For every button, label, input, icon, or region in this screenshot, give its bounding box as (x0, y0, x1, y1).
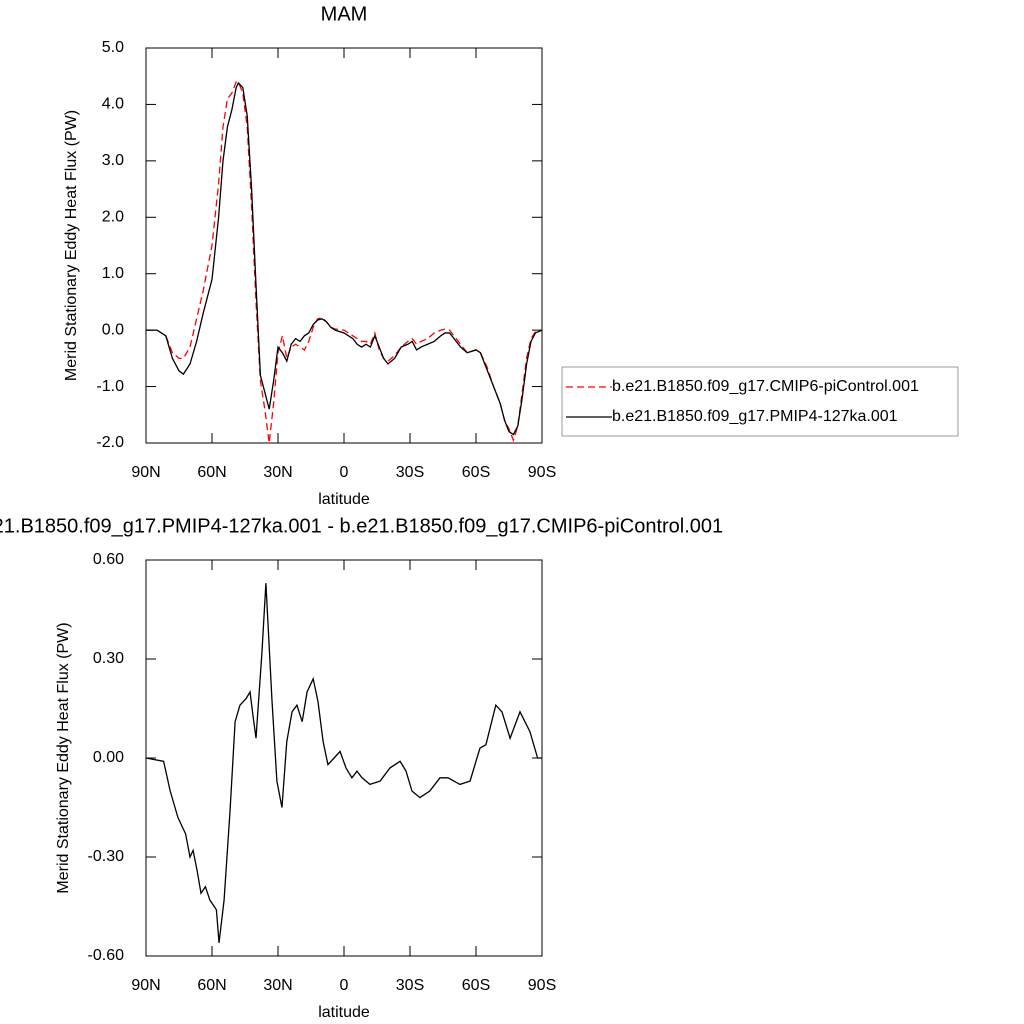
x-tick-label: 30N (263, 464, 292, 481)
plot-frame (145, 47, 543, 444)
y-tick-label: -1.0 (96, 378, 124, 395)
x-tick-label: 0 (340, 464, 349, 481)
data-line (145, 583, 542, 943)
y-tick-label: 1.0 (102, 265, 124, 282)
y-tick-label: 2.0 (102, 209, 124, 226)
y-axis-label: Merid Stationary Eddy Heat Flux (PW) (63, 110, 80, 381)
y-tick-label: -2.0 (96, 434, 124, 451)
x-tick-label: 30N (263, 977, 292, 994)
x-axis-label: latitude (318, 1004, 370, 1021)
x-tick-label: 60N (197, 977, 226, 994)
plot-frame (145, 559, 543, 957)
x-tick-label: 60N (197, 464, 226, 481)
legend-label: b.e21.B1850.f09_g17.CMIP6-piControl.001 (612, 378, 919, 395)
y-axis-label: Merid Stationary Eddy Heat Flux (PW) (55, 622, 72, 893)
x-tick-label: 90S (528, 977, 556, 994)
x-tick-label: 90N (131, 977, 160, 994)
legend-box (561, 366, 959, 437)
y-tick-label: 5.0 (102, 39, 124, 56)
chart-title: MAM (321, 3, 368, 25)
data-line (146, 81, 543, 436)
x-tick-label: 60S (462, 977, 490, 994)
x-tick-label: 60S (462, 464, 490, 481)
legend-label: b.e21.B1850.f09_g17.PMIP4-127ka.001 (612, 408, 898, 425)
x-tick-label: 90S (528, 464, 556, 481)
y-tick-label: -0.30 (88, 848, 125, 865)
y-tick-label: 3.0 (102, 152, 124, 169)
chart-title: b.e21.B1850.f09_g17.PMIP4-127ka.001 - b.… (0, 515, 723, 537)
y-tick-label: 0.00 (93, 749, 124, 766)
y-tick-label: 4.0 (102, 96, 124, 113)
x-tick-label: 90N (131, 464, 160, 481)
y-tick-label: 0.0 (102, 321, 124, 338)
y-tick-label: 0.30 (93, 650, 124, 667)
x-tick-label: 30S (396, 464, 424, 481)
y-tick-label: 0.60 (93, 551, 124, 568)
x-axis-label: latitude (318, 491, 370, 508)
y-tick-label: -0.60 (88, 947, 125, 964)
x-tick-label: 30S (396, 977, 424, 994)
data-line (146, 81, 543, 444)
x-tick-label: 0 (340, 977, 349, 994)
